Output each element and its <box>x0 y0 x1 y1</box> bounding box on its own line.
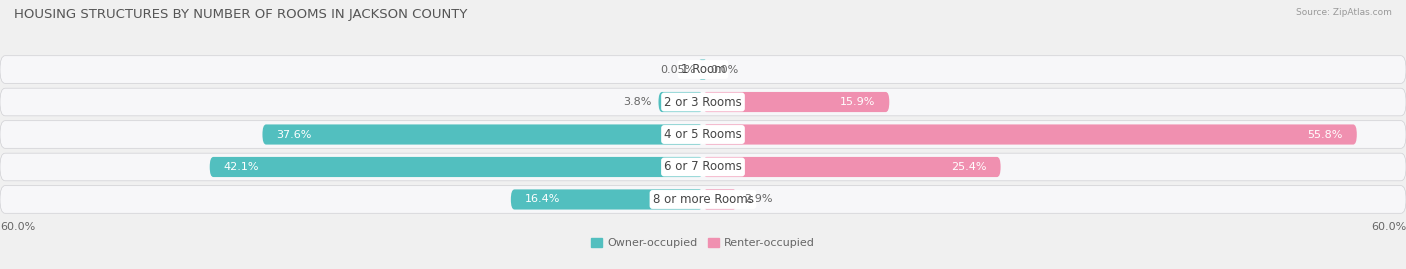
Text: 1 Room: 1 Room <box>681 63 725 76</box>
Text: 60.0%: 60.0% <box>1371 222 1406 232</box>
Text: 16.4%: 16.4% <box>524 194 560 204</box>
Text: HOUSING STRUCTURES BY NUMBER OF ROOMS IN JACKSON COUNTY: HOUSING STRUCTURES BY NUMBER OF ROOMS IN… <box>14 8 467 21</box>
FancyBboxPatch shape <box>510 189 703 210</box>
FancyBboxPatch shape <box>0 153 1406 181</box>
FancyBboxPatch shape <box>658 92 703 112</box>
FancyBboxPatch shape <box>699 59 706 80</box>
Text: 42.1%: 42.1% <box>224 162 259 172</box>
Text: 15.9%: 15.9% <box>839 97 875 107</box>
Text: 55.8%: 55.8% <box>1308 129 1343 140</box>
FancyBboxPatch shape <box>703 125 1357 144</box>
FancyBboxPatch shape <box>0 88 1406 116</box>
Text: 2 or 3 Rooms: 2 or 3 Rooms <box>664 95 742 108</box>
Text: 3.8%: 3.8% <box>623 97 651 107</box>
Text: 4 or 5 Rooms: 4 or 5 Rooms <box>664 128 742 141</box>
Legend: Owner-occupied, Renter-occupied: Owner-occupied, Renter-occupied <box>586 234 820 253</box>
Text: 25.4%: 25.4% <box>950 162 987 172</box>
FancyBboxPatch shape <box>0 186 1406 213</box>
Text: 2.9%: 2.9% <box>744 194 772 204</box>
FancyBboxPatch shape <box>0 56 1406 83</box>
FancyBboxPatch shape <box>703 157 1001 177</box>
Text: 60.0%: 60.0% <box>0 222 35 232</box>
Text: 6 or 7 Rooms: 6 or 7 Rooms <box>664 161 742 174</box>
Text: 0.0%: 0.0% <box>710 65 738 75</box>
Text: 0.05%: 0.05% <box>661 65 696 75</box>
FancyBboxPatch shape <box>703 92 890 112</box>
FancyBboxPatch shape <box>263 125 703 144</box>
FancyBboxPatch shape <box>209 157 703 177</box>
FancyBboxPatch shape <box>0 121 1406 148</box>
FancyBboxPatch shape <box>703 189 737 210</box>
Text: Source: ZipAtlas.com: Source: ZipAtlas.com <box>1296 8 1392 17</box>
Text: 8 or more Rooms: 8 or more Rooms <box>652 193 754 206</box>
Text: 37.6%: 37.6% <box>277 129 312 140</box>
